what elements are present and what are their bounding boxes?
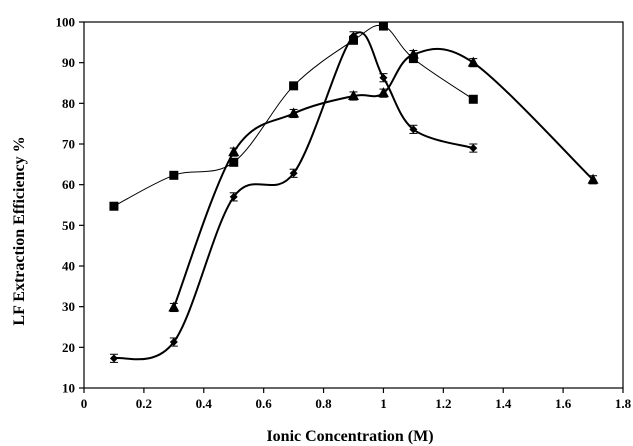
data-point-triangle — [288, 107, 300, 118]
y-tick-label: 80 — [62, 96, 75, 111]
y-tick-label: 50 — [62, 218, 75, 233]
data-point-square — [169, 170, 179, 180]
data-point-diamond — [379, 73, 388, 82]
axis-ticks: 0 0.2 0.4 0.6 0.8 1 1.2 1.4 1.6 1.8 10 20 30 40 50 60 70… — [56, 15, 632, 412]
data-point-diamond — [469, 144, 478, 153]
data-point-diamond — [109, 354, 118, 363]
y-tick-label: 90 — [62, 55, 75, 70]
series-line — [113, 31, 474, 361]
x-tick-label: 0.2 — [136, 396, 152, 411]
data-point-diamond — [289, 169, 298, 178]
series-diamond — [109, 31, 478, 363]
data-point-diamond — [169, 338, 178, 347]
x-tick-label: 0.4 — [196, 396, 213, 411]
y-tick-label: 30 — [62, 299, 75, 314]
data-point-diamond — [229, 192, 238, 201]
data-point-square — [109, 201, 119, 211]
series-triangle — [168, 47, 599, 313]
series-layer — [109, 21, 599, 363]
data-point-triangle — [467, 56, 479, 67]
x-axis-title: Ionic Concentration (M) — [266, 428, 433, 445]
data-point-square — [349, 35, 358, 45]
x-tick-label: 1 — [380, 396, 387, 411]
data-point-square — [289, 81, 299, 91]
data-point-square — [378, 21, 388, 31]
y-axis-title: LF Extraction Efficiency % — [11, 136, 28, 325]
x-tick-label: 0.8 — [315, 396, 332, 411]
plot-area-border — [83, 21, 624, 389]
data-point-square — [468, 94, 478, 104]
x-tick-label: 1.6 — [555, 396, 572, 411]
data-point-triangle — [407, 48, 419, 59]
x-tick-label: 1.2 — [435, 396, 451, 411]
y-tick-label: 60 — [62, 177, 75, 192]
data-point-triangle — [587, 173, 599, 184]
y-tick-label: 20 — [62, 340, 75, 355]
data-point-square — [229, 157, 239, 167]
y-tick-label: 10 — [62, 381, 75, 396]
plot-frame — [83, 21, 624, 389]
data-point-diamond — [409, 125, 418, 134]
x-tick-label: 1.4 — [495, 396, 512, 411]
y-tick-label: 40 — [62, 259, 75, 274]
data-point-triangle — [168, 301, 180, 312]
y-tick-label: 70 — [62, 137, 75, 152]
data-point-triangle — [348, 90, 359, 101]
data-point-triangle — [228, 146, 240, 157]
x-tick-label: 0.6 — [256, 396, 273, 411]
x-tick-label: 1.8 — [615, 396, 632, 411]
data-point-triangle — [377, 87, 389, 98]
x-tick-label: 0 — [81, 396, 88, 411]
y-tick-label: 100 — [56, 15, 76, 30]
